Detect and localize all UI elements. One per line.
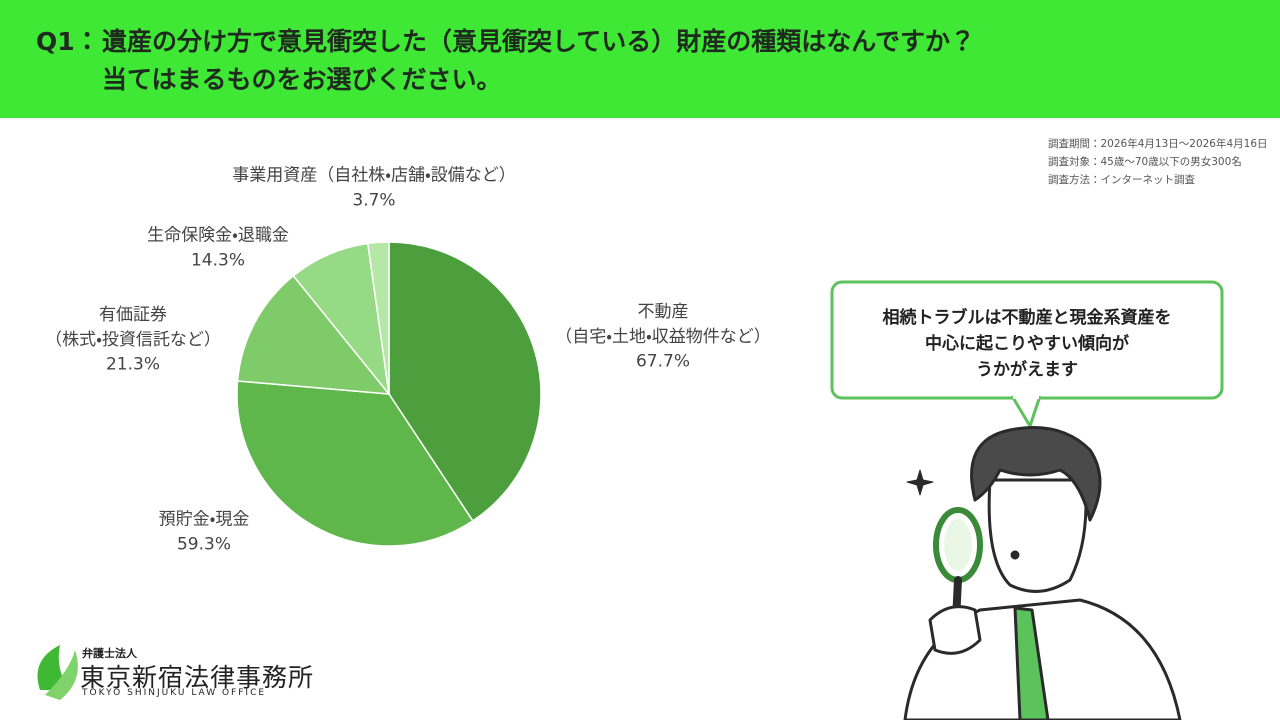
slice-value-label: 14.3% <box>190 250 246 270</box>
slice-label: 事業用資産（自社株・店舗・設備など） <box>232 165 516 186</box>
slice-label: 不動産 （自宅・土地・収益物件など） <box>555 302 771 347</box>
logo-mark <box>37 645 78 700</box>
logo-sub: 弁護士法人 <box>82 647 137 660</box>
speech-bubble <box>830 280 1224 430</box>
survey-note: 調査期間：2026年4月13日〜2026年4月16日 <box>1048 138 1268 150</box>
slice-value-label: 21.3% <box>105 354 161 375</box>
bubble-text: うかがえます <box>976 360 1078 380</box>
bubble-text: 中心に起こりやすい傾向が <box>925 334 1129 354</box>
pie-slice <box>236 380 474 547</box>
question-line: 遺産の分け方で意見衝突した（意見衝突している）財産の種類はなんですか？ <box>102 27 976 56</box>
slice-label: 有価証券 （株式・投資信託など） <box>45 305 221 350</box>
logo-english: TOKYO SHINJUKU LAW OFFICE <box>82 688 267 698</box>
slice-value-label: 3.7% <box>352 190 396 210</box>
logo-name: 東京新宿法律事務所 <box>80 663 315 692</box>
question-label: Q1： <box>36 27 100 56</box>
slice-value-label: 67.7% <box>635 351 691 372</box>
pie-slice <box>236 274 391 395</box>
header-band <box>0 0 1280 118</box>
slice-label: 預貯金・現金 <box>158 509 250 530</box>
survey-note: 調査方法：インターネット調査 <box>1048 174 1195 186</box>
slice-value-label: 59.3% <box>176 534 232 554</box>
question-line: 当てはまるものをお選びください。 <box>102 65 502 94</box>
bubble-text: 相続トラブルは不動産と現金系資産を <box>882 308 1172 328</box>
survey-note: 調査対象：45歳〜70歳以下の男女300名 <box>1048 156 1242 168</box>
pie-slice <box>366 241 390 395</box>
person-illustration <box>903 426 1182 720</box>
slice-label: 生命保険金・退職金 <box>147 225 289 246</box>
